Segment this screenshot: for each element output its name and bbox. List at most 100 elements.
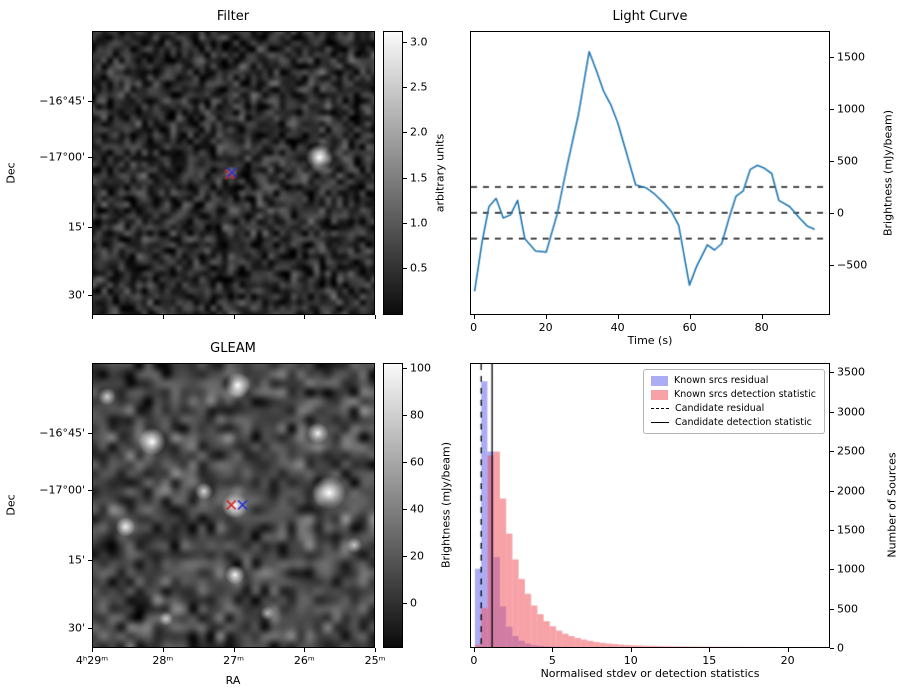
legend-swatch-blue-patch [651,375,668,386]
tick-label: 0 [470,654,478,667]
tick-mark [403,222,407,224]
hist-xlabel: Normalised stdev or detection statistics [540,667,760,680]
tick-mark [830,161,834,163]
tick-mark [88,295,92,297]
tick-label: 80 [754,321,769,334]
tick-label: 15' [67,220,85,234]
tick-label: 0 [837,641,844,655]
hist-ylabel: Number of Sources [885,452,899,558]
tick-mark [830,57,834,58]
tick-mark [830,490,834,492]
filter-colorbar-label: arbitrary units [433,133,447,213]
lightcurve-title: Light Curve [612,9,688,24]
legend-label-candidate-detstat: Candidate detection statistic [675,417,812,428]
tick-mark [552,648,554,652]
filter-image-canvas [93,32,374,314]
tick-mark [830,569,834,571]
legend-item-known-detstat: Known srcs detection statistic [651,389,816,400]
legend-label-candidate-residual: Candidate residual [675,403,765,414]
tick-mark [162,648,164,652]
legend-swatch-pink-patch [651,389,668,400]
tick-mark [403,132,407,134]
tick-mark [403,414,407,416]
tick-mark [403,87,407,89]
tick-label: 1.5 [410,171,428,185]
tick-label: 2.5 [410,80,428,94]
tick-label: 5 [548,654,556,667]
tick-label: −17°00' [39,150,85,164]
tick-mark [162,315,164,319]
tick-label: 2500 [837,444,865,458]
filter-title: Filter [216,9,250,24]
tick-label: 15 [702,654,717,667]
tick-label: −500 [837,258,868,272]
tick-label: 30' [67,621,85,635]
tick-label: −16°45' [39,94,85,108]
tick-mark [92,315,93,319]
legend-item-candidate-detstat: Candidate detection statistic [651,417,816,428]
legend-label-known-detstat: Known srcs detection statistic [674,389,816,400]
tick-mark [88,489,92,491]
tick-mark [830,109,834,111]
tick-label: 3.0 [410,35,428,49]
tick-mark [830,529,834,531]
tick-label: 1000 [837,562,865,576]
tick-mark [403,267,407,269]
tick-mark [403,556,407,558]
tick-label: 80 [410,408,424,422]
tick-label: 10 [623,654,638,667]
tick-label: 40 [410,502,424,516]
tick-mark [787,648,789,652]
tick-mark [304,648,306,652]
tick-label: −17°00' [39,483,85,497]
tick-label: 0 [470,321,478,334]
lightcurve-xlabel: Time (s) [627,334,673,347]
lightcurve-canvas [471,32,829,314]
tick-label: 1500 [837,523,865,537]
filter-colorbar [383,31,403,315]
tick-label: 20 [410,549,424,563]
tick-mark [375,315,376,319]
tick-label: 20 [538,321,553,334]
tick-mark [88,100,92,102]
tick-label: 0 [837,206,844,220]
legend-swatch-dashed-line [651,408,669,409]
hist-legend: Known srcs residual Known srcs detection… [643,369,825,434]
tick-mark [689,315,691,319]
lightcurve-panel [470,31,830,315]
tick-mark [830,213,834,215]
tick-mark [403,461,407,463]
tick-label: 25ᵐ [364,654,386,667]
tick-label: 500 [837,154,858,168]
tick-label: 3000 [837,405,865,419]
tick-label: 4ʰ29ᵐ [75,654,109,667]
tick-mark [473,648,475,652]
gleam-xlabel: RA [225,674,241,687]
tick-mark [403,603,407,605]
lightcurve-ylabel: Brightness (mJy/beam) [881,109,895,237]
tick-mark [233,315,235,319]
tick-mark [88,628,92,630]
tick-mark [88,433,92,435]
tick-label: 3500 [837,365,865,379]
gleam-ylabel: Dec [4,494,18,516]
gleam-colorbar-label: Brightness (mJy/beam) [439,441,453,569]
legend-label-known-residual: Known srcs residual [674,375,769,386]
filter-image-panel [92,31,375,315]
tick-mark [617,315,619,319]
tick-label: 30' [67,288,85,302]
tick-label: 20 [780,654,795,667]
tick-mark [830,411,834,413]
tick-label: 1.0 [410,216,428,230]
tick-label: 2.0 [410,125,428,139]
tick-label: 1500 [837,50,865,64]
tick-mark [830,648,834,649]
tick-mark [761,315,763,319]
tick-mark [403,177,407,179]
tick-label: 500 [837,602,858,616]
tick-mark [830,265,834,267]
tick-mark [88,559,92,561]
tick-label: 60 [410,455,424,469]
tick-mark [473,315,475,319]
